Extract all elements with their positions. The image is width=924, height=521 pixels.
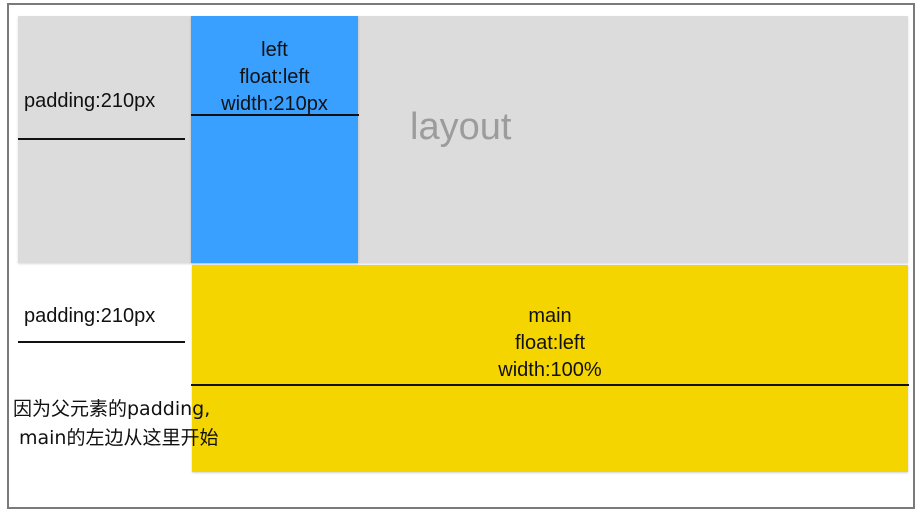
- left-box-title: left: [261, 39, 288, 61]
- main-column-box: [192, 265, 908, 472]
- main-box-text: main float:left width:100%: [192, 303, 908, 384]
- left-box-width: width:210px: [221, 93, 328, 115]
- note-line-1: 因为父元素的padding,: [13, 398, 211, 420]
- left-box-float: float:left: [239, 66, 310, 88]
- main-box-title: main: [528, 305, 572, 327]
- left-box-text: left float:left width:210px: [191, 37, 358, 118]
- left-box-underline: [191, 114, 359, 116]
- padding-line-bottom: [18, 341, 185, 343]
- padding-line-top: [18, 138, 185, 140]
- padding-label-bottom: padding:210px: [24, 305, 156, 327]
- padding-label-top: padding:210px: [24, 90, 156, 112]
- layout-label: layout: [410, 106, 512, 148]
- note-text: 因为父元素的padding, main的左边从这里开始: [13, 395, 218, 453]
- left-column-box: [191, 16, 358, 263]
- note-line-2: main的左边从这里开始: [19, 427, 219, 449]
- main-box-underline: [191, 384, 909, 386]
- main-box-float: float:left: [514, 332, 586, 354]
- main-box-width: width:100%: [498, 359, 602, 381]
